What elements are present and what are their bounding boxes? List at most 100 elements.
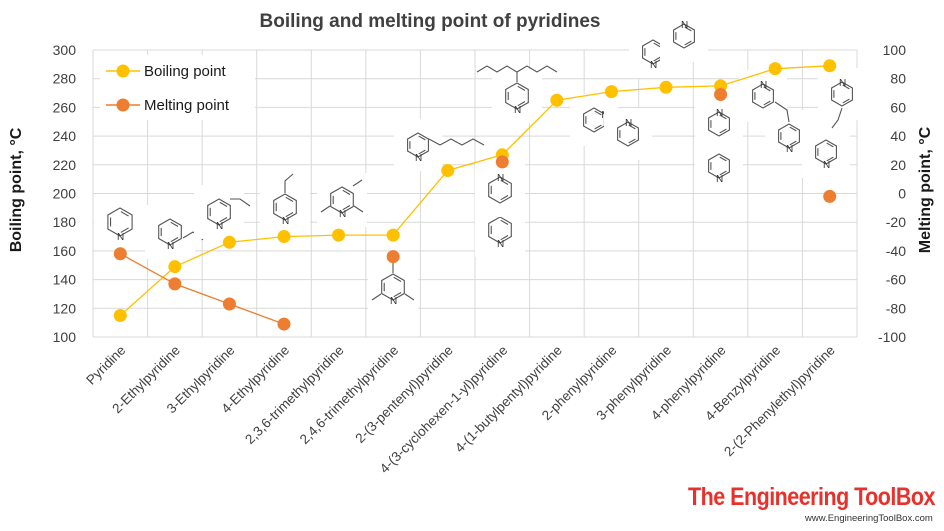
melting-point [113,247,127,261]
category-label: 2,3,6-trimethylpyridine [242,343,347,448]
y-left-axis-title: Boiling point, °C [8,127,25,252]
logo-url-text: www.EngineeringToolBox.com [805,513,933,524]
structure-backdrop [94,194,146,250]
pyridine-structure-icon: N [260,173,310,234]
nitrogen-label: N [497,173,504,184]
boiling-point [332,228,346,242]
double-bond [719,128,727,134]
structure-backdrop [194,185,244,239]
right-tick-label: -80 [886,300,906,316]
left-tick-label: 300 [53,42,77,58]
nitrogen-label: N [681,20,688,31]
category-label: 4-(1-butylpentyl)pyridine [452,343,565,456]
double-bond [500,179,509,185]
substituent-chain [352,179,363,187]
melting-point [823,189,837,203]
nitrogen-label: N [839,78,846,89]
boiling-point [604,85,618,99]
double-bond [628,138,636,144]
nitrogen-label: N [497,239,504,250]
ring-outline [381,273,405,301]
double-bond [500,195,509,201]
ring-outline [107,207,133,237]
nitrogen-label: N [625,118,632,129]
engineering-toolbox-logo: The Engineering ToolBox www.EngineeringT… [688,484,935,524]
ring-outline [407,132,429,158]
left-tick-label: 260 [53,99,77,115]
melting-point [386,250,400,264]
double-bond [120,211,129,217]
double-bond [594,124,602,130]
substituent-chain [476,65,518,82]
double-bond [826,142,834,148]
nitrogen-label: N [514,105,521,116]
substituent-chain [284,173,294,193]
right-tick-label: 100 [883,42,907,58]
double-bond [500,219,509,225]
left-tick-label: 140 [53,272,77,288]
substituent-chain [428,138,485,146]
boiling-point [168,260,182,274]
nitrogen-label: N [167,241,174,252]
nitrogen-label: N [282,216,289,227]
right-axis-ticks: -100 -80 -60 -40 -20 0 20 40 60 80 100 [878,42,906,345]
legend-boiling-marker [116,64,130,78]
boiling-line-segment [119,65,830,316]
double-bond [517,101,526,107]
nitrogen-label: N [823,160,830,171]
pyridine-structure-icon: N [695,140,743,192]
boiling-point [550,93,564,107]
nitrogen-label: N [786,144,793,155]
pyridine-structure-icon: N [604,108,652,160]
nitrogen-label: N [339,209,346,220]
double-bond [763,100,771,106]
series-lines [119,65,830,325]
double-bond [763,86,771,92]
category-label: Pyridine [83,343,128,388]
category-label: 2-(3-pentenyl)pyridine [352,343,455,446]
left-tick-label: 120 [53,300,77,316]
category-label: 2-(2-Phenylethyl)pyridine [721,343,838,460]
right-tick-label: 80 [890,71,906,87]
double-bond [418,149,426,155]
nitrogen-label: N [650,60,657,71]
series-points [113,59,837,331]
right-tick-label: 60 [890,99,906,115]
double-bond [684,40,692,46]
double-bond [170,237,179,243]
left-tick-label: 220 [53,157,77,173]
ring-outline [158,218,182,246]
pyridine-structure-icon: N [802,107,850,178]
y-right-axis-title: Melting point, °C [917,126,934,253]
right-tick-label: 0 [898,186,906,202]
melting-point [714,87,728,101]
nitrogen-label: N [216,221,223,232]
ring-outline [778,123,800,149]
ring-outline [831,81,853,107]
right-tick-label: -40 [886,243,906,259]
double-bond [842,84,850,90]
double-bond [789,126,797,132]
pyridine-structure-icon: N [368,260,418,314]
boiling-point [386,228,400,242]
double-bond [120,227,129,233]
double-bond [719,170,727,176]
boiling-point [113,308,127,322]
structure-backdrop [802,126,850,178]
melting-point [168,277,182,291]
melting-point [222,297,236,311]
double-bond [219,201,228,207]
ring-outline [488,216,512,244]
boiling-point [768,62,782,76]
ring-outline [708,111,730,137]
pyridine-structure-icon: N [818,68,866,120]
right-tick-label: -20 [886,214,906,230]
left-tick-label: 180 [53,214,77,230]
double-bond [594,110,602,116]
double-bond [170,221,179,227]
molecule-structures: NNNNNNNNNNNNNNNNNNNN [94,10,866,314]
nitrogen-label: N [716,174,723,185]
substituent-chain [230,198,251,207]
nitrogen-label: N [716,108,723,119]
